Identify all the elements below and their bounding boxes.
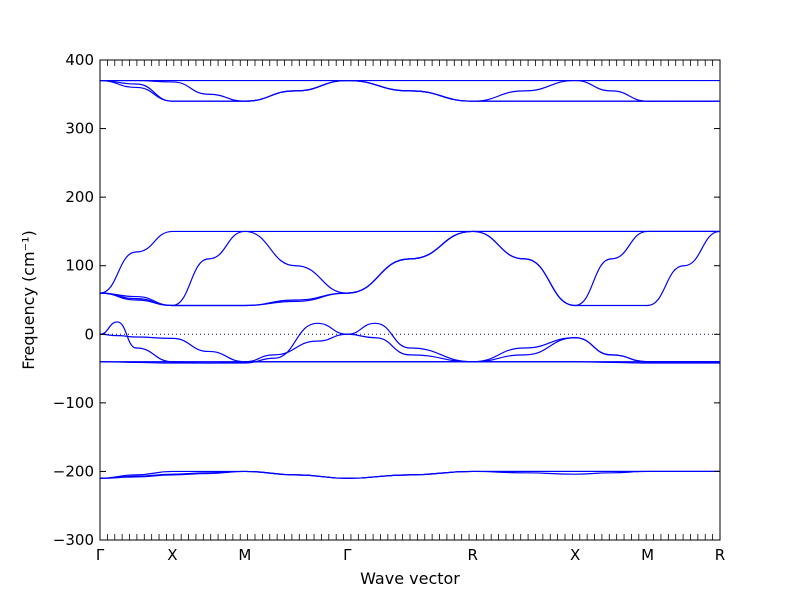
y-tick-label: 300 [65,120,94,138]
x-axis-minor-ticks [99,60,721,540]
x-tick-label: X [167,546,177,564]
y-tick-label: 0 [84,325,94,343]
y-tick-label: 200 [65,188,94,206]
y-tick-label: −100 [53,394,94,412]
y-axis-label: Frequency (cm⁻¹) [19,230,38,369]
x-axis-label: Wave vector [360,569,460,588]
y-tick-label: −200 [53,462,94,480]
y-tick-label: 400 [65,51,94,69]
x-tick-label: Γ [96,546,105,564]
x-tick-label: X [570,546,580,564]
x-tick-label: Γ [343,546,352,564]
band-line-10 [100,333,720,363]
plot-area: −300 −200 −100 0 100 200 300 400 Γ X M Γ R X M R [53,51,725,564]
x-tick-label: M [238,546,251,564]
y-tick-label: −300 [53,531,94,549]
y-tick-label: 100 [65,257,94,275]
y-axis-ticks: −300 −200 −100 0 100 200 300 400 [53,51,720,549]
band-line-12 [100,361,720,364]
band-line-8 [100,230,720,307]
series-layer [100,79,720,479]
x-tick-label: M [641,546,654,564]
x-tick-label: R [715,546,725,564]
x-tick-label: R [468,546,478,564]
band-line-15 [100,470,720,479]
band-line-4 [100,79,720,102]
